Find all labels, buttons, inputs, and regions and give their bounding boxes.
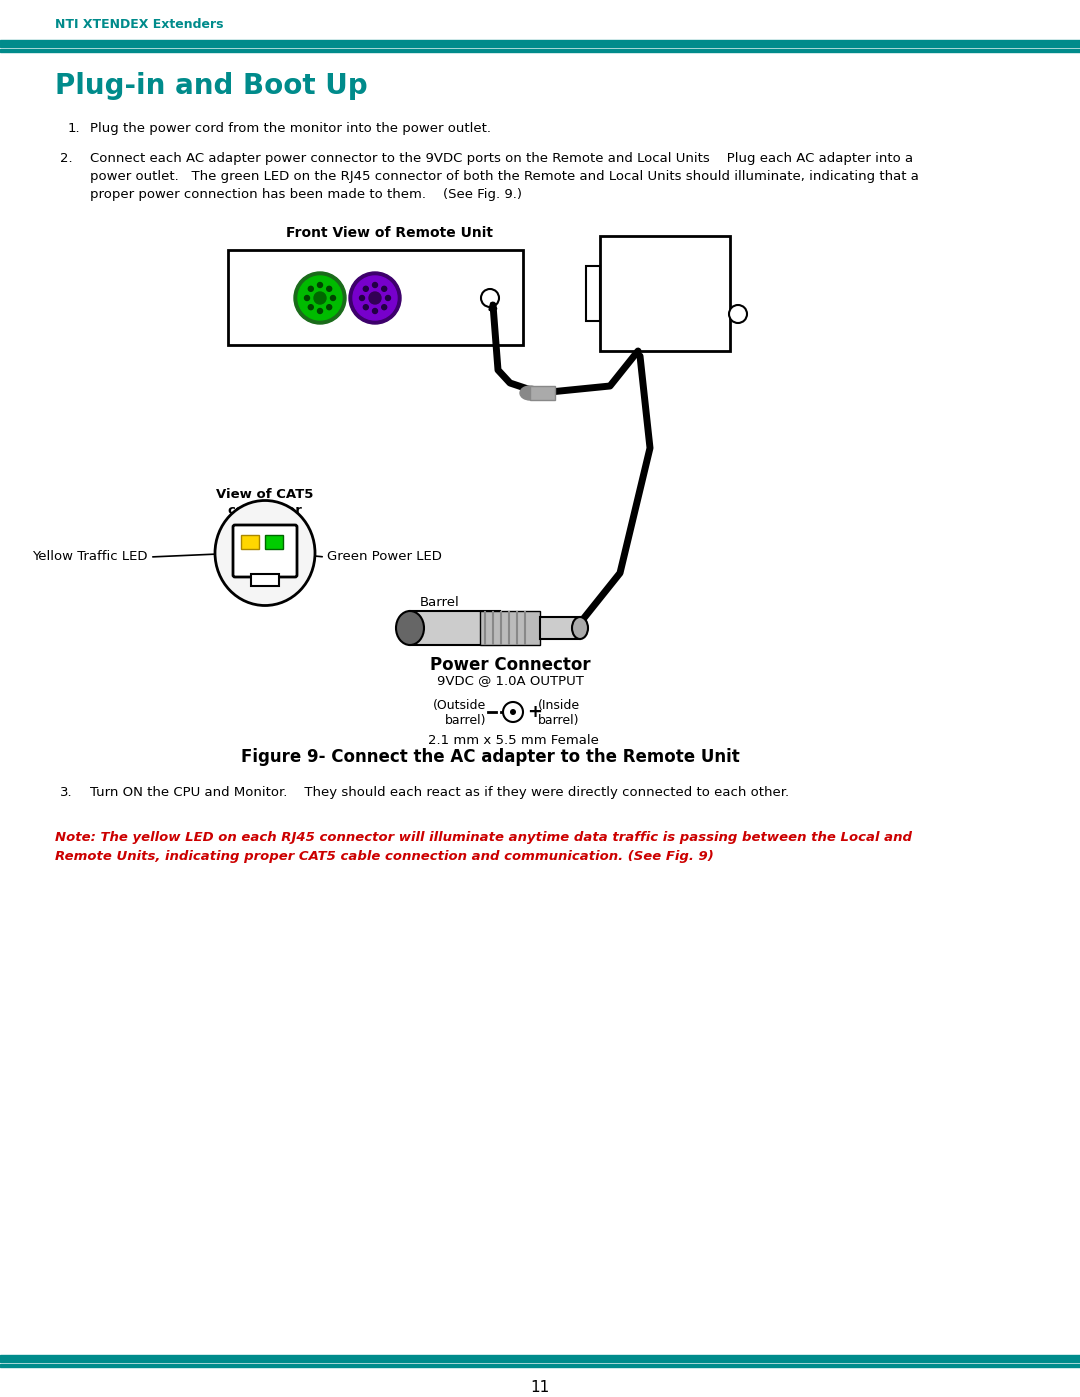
Text: Connect each AC adapter power connector to the 9VDC ports on the Remote and Loca: Connect each AC adapter power connector …: [90, 152, 913, 165]
Circle shape: [353, 277, 397, 320]
Circle shape: [729, 305, 747, 323]
Circle shape: [330, 296, 336, 300]
Circle shape: [373, 309, 378, 313]
Circle shape: [294, 272, 346, 324]
Text: 2.1 mm x 5.5 mm Female: 2.1 mm x 5.5 mm Female: [428, 733, 598, 747]
Text: Plug-in and Boot Up: Plug-in and Boot Up: [55, 73, 367, 101]
Text: (Outside: (Outside: [433, 698, 486, 712]
Circle shape: [503, 703, 523, 722]
Circle shape: [363, 286, 368, 292]
Text: (Inside: (Inside: [538, 698, 580, 712]
Circle shape: [349, 272, 401, 324]
Text: Turn ON the CPU and Monitor.    They should each react as if they were directly : Turn ON the CPU and Monitor. They should…: [90, 787, 789, 799]
Text: barrel): barrel): [538, 714, 580, 726]
Ellipse shape: [572, 617, 588, 638]
Circle shape: [369, 292, 381, 305]
Ellipse shape: [396, 610, 424, 645]
Circle shape: [326, 305, 332, 310]
Bar: [586, 265, 600, 321]
Bar: [251, 574, 279, 585]
Circle shape: [326, 286, 332, 292]
Circle shape: [308, 305, 313, 310]
Circle shape: [373, 282, 378, 288]
Bar: [0, 49, 1080, 52]
Bar: [0, 1355, 1080, 1362]
Circle shape: [381, 286, 387, 292]
Bar: [480, 610, 540, 645]
Text: Green Power LED: Green Power LED: [327, 550, 442, 563]
Text: 1.: 1.: [68, 122, 81, 136]
Circle shape: [308, 286, 313, 292]
Bar: [600, 236, 730, 351]
Text: View of CAT5
connector: View of CAT5 connector: [216, 488, 313, 517]
Text: 3.: 3.: [60, 787, 72, 799]
Text: barrel): barrel): [445, 714, 486, 726]
Circle shape: [363, 305, 368, 310]
Text: ADAPTER: ADAPTER: [630, 291, 701, 306]
Text: 11: 11: [530, 1380, 550, 1396]
Text: Figure 9- Connect the AC adapter to the Remote Unit: Figure 9- Connect the AC adapter to the …: [241, 747, 740, 766]
Text: Note: The yellow LED on each RJ45 connector will illuminate anytime data traffic: Note: The yellow LED on each RJ45 connec…: [55, 831, 912, 863]
Bar: [0, 41, 1080, 47]
Circle shape: [318, 309, 323, 313]
Ellipse shape: [519, 386, 540, 400]
Circle shape: [510, 710, 516, 715]
Text: Front View of Remote Unit: Front View of Remote Unit: [286, 226, 494, 240]
Bar: [0, 1363, 1080, 1368]
Circle shape: [360, 296, 365, 300]
Circle shape: [318, 282, 323, 288]
Circle shape: [298, 277, 342, 320]
Text: Barrel: Barrel: [420, 597, 460, 609]
Ellipse shape: [215, 500, 315, 605]
Circle shape: [386, 296, 391, 300]
Text: Power Connector: Power Connector: [430, 657, 591, 673]
Bar: [241, 535, 259, 549]
Text: +: +: [527, 703, 542, 721]
Circle shape: [381, 305, 387, 310]
Circle shape: [314, 292, 326, 305]
FancyBboxPatch shape: [233, 525, 297, 577]
Text: proper power connection has been made to them.    (See Fig. 9.): proper power connection has been made to…: [90, 189, 522, 201]
Circle shape: [305, 296, 310, 300]
Text: 9VDC @ 1.0A OUTPUT: 9VDC @ 1.0A OUTPUT: [436, 673, 583, 687]
Text: 9 VDC: 9 VDC: [627, 258, 703, 278]
Text: Yellow Traffic LED: Yellow Traffic LED: [32, 550, 148, 563]
Bar: [540, 617, 580, 638]
Bar: [530, 386, 555, 400]
Bar: [410, 610, 500, 645]
Bar: [265, 535, 283, 549]
Text: 2.: 2.: [60, 152, 72, 165]
Text: power outlet.   The green LED on the RJ45 connector of both the Remote and Local: power outlet. The green LED on the RJ45 …: [90, 170, 919, 183]
Text: Plug the power cord from the monitor into the power outlet.: Plug the power cord from the monitor int…: [90, 122, 491, 136]
Text: NTI XTENDEX Extenders: NTI XTENDEX Extenders: [55, 18, 224, 31]
Bar: [228, 250, 523, 345]
